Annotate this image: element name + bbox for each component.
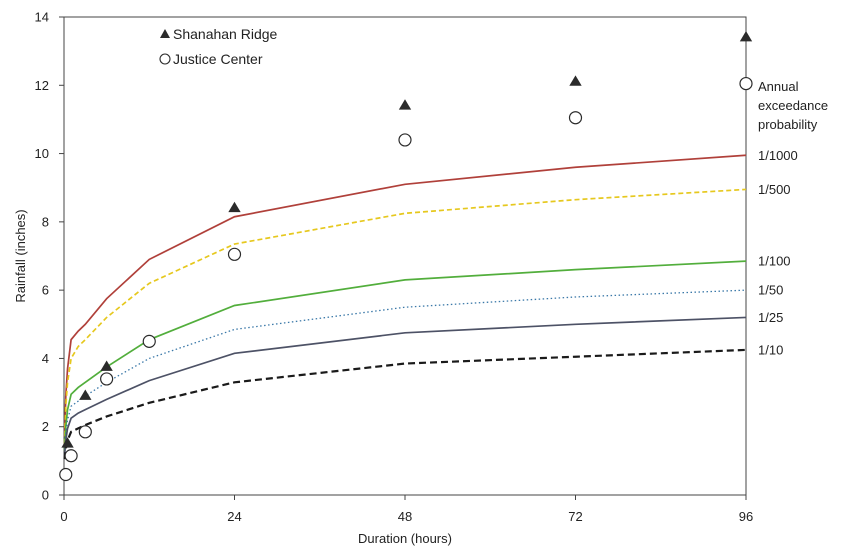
- justice-center-point: [227, 247, 242, 261]
- plot-frame: [63, 16, 747, 496]
- x-tick-label: 96: [739, 509, 753, 524]
- legend-entry-label: Justice Center: [173, 51, 263, 67]
- observation-points: [59, 30, 753, 482]
- aep-title-line: probability: [758, 117, 818, 132]
- frequency-curves: [63, 154, 747, 460]
- curve-labels: 1/1000 1/500 1/100 1/50 1/25 1/10 Annual exceed…: [758, 79, 828, 357]
- y-tick-label: 0: [42, 488, 49, 503]
- y-tick-label: 12: [35, 78, 49, 93]
- shanahan-ridge-point: [739, 30, 753, 42]
- x-tick-label: 0: [60, 509, 67, 524]
- justice-center-point: [398, 133, 412, 147]
- y-tick-label: 4: [42, 351, 49, 366]
- y-tick-label: 14: [35, 10, 49, 25]
- curve-1-in-25: [63, 316, 747, 456]
- x-tick-label: 24: [227, 509, 241, 524]
- justice-center-point: [568, 111, 583, 125]
- curve-1-in-1000: [63, 154, 747, 437]
- justice-center-point: [100, 372, 114, 386]
- justice-center-point: [64, 449, 78, 463]
- shanahan-ridge-point: [569, 75, 582, 86]
- curve-label-1-in-25: 1/25: [758, 310, 783, 325]
- curve-label-1-in-1000: 1/1000: [758, 148, 798, 163]
- aep-title-line: Annual: [758, 79, 799, 94]
- y-axis-title: Rainfall (inches): [13, 209, 28, 302]
- y-tick-label: 8: [42, 214, 49, 229]
- curve-label-1-in-100: 1/100: [758, 254, 791, 269]
- x-tick-label: 48: [398, 509, 412, 524]
- shanahan-ridge-point: [100, 360, 113, 371]
- justice-center-point: [142, 334, 156, 348]
- justice-center-point: [739, 76, 753, 91]
- legend-circle-icon: [159, 53, 171, 65]
- justice-center-point: [78, 425, 92, 439]
- legend-entry-label: Shanahan Ridge: [173, 26, 278, 42]
- curve-1-in-500: [63, 188, 747, 444]
- x-tick-label: 72: [568, 509, 582, 524]
- legend: Shanahan Ridge Justice Center: [159, 26, 278, 67]
- y-tick-label: 6: [42, 283, 49, 298]
- curve-1-in-100: [63, 260, 747, 451]
- curve-label-1-in-500: 1/500: [758, 182, 791, 197]
- justice-center-point: [59, 467, 73, 482]
- curve-label-1-in-50: 1/50: [758, 283, 783, 298]
- shanahan-ridge-point: [61, 437, 74, 448]
- shanahan-ridge-point: [79, 389, 92, 400]
- y-tick-label: 10: [35, 146, 49, 161]
- x-axis-title: Duration (hours): [358, 531, 452, 546]
- y-tick-label: 2: [42, 419, 49, 434]
- curve-1-in-50: [63, 289, 747, 455]
- shanahan-ridge-point: [398, 99, 412, 110]
- shanahan-ridge-point: [228, 201, 241, 213]
- aep-title-line: exceedance: [758, 98, 828, 113]
- curve-label-1-in-10: 1/10: [758, 342, 783, 357]
- curve-1-in-10: [63, 348, 747, 460]
- legend-triangle-icon: [160, 29, 170, 38]
